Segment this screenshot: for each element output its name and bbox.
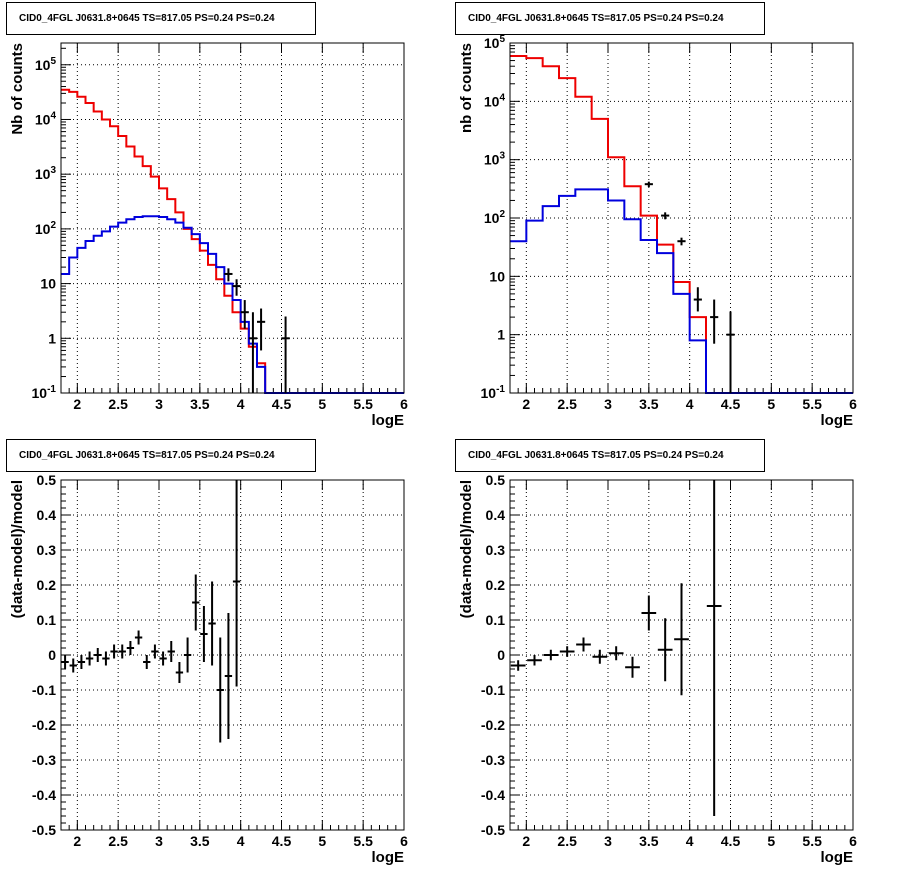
x-tick-label: 4 xyxy=(237,396,245,412)
x-tick-label: 2 xyxy=(522,833,530,849)
y-tick-label: 0.5 xyxy=(37,472,57,488)
x-tick-label: 2.5 xyxy=(108,833,128,849)
y-tick-label: -0.2 xyxy=(481,717,505,733)
plot-frame xyxy=(60,42,405,394)
pad-bottom-left: -0.5 -0.4 -0.3 -0.2 -0.1 0 0.1 0.2 0.3 0.4 0.5 2 2.5… xyxy=(0,437,449,875)
y-tick-label: 0.2 xyxy=(37,577,57,593)
x-tick-label: 4.5 xyxy=(721,833,741,849)
x-tick-label: 3.5 xyxy=(639,396,659,412)
x-tick-label: 3 xyxy=(604,833,612,849)
plot-frame xyxy=(509,42,854,394)
y-tick-label: 10-1 xyxy=(32,384,57,401)
pad-top-left: 10-1 1 10 102 103 104 105 2 2.5 3 3.5 4 4.5 5 5.5 6 logE… xyxy=(0,0,449,437)
y-tick-label: 103 xyxy=(484,151,506,168)
y-tick-label: 0.1 xyxy=(37,612,57,628)
x-tick-label: 2.5 xyxy=(557,833,577,849)
y-tick-label: 0 xyxy=(497,647,505,663)
y-tick-label: -0.4 xyxy=(481,787,505,803)
series-line-model-total xyxy=(61,88,404,394)
x-tick-label: 5 xyxy=(318,396,326,412)
x-tick-label: 3.5 xyxy=(639,833,659,849)
x-tick-label: 5 xyxy=(318,833,326,849)
x-axis-label: logE xyxy=(372,849,405,866)
plot-frame xyxy=(509,479,854,831)
y-axis-label: nb of counts xyxy=(458,43,475,133)
y-tick-label: 0.4 xyxy=(37,507,57,523)
x-tick-label: 5.5 xyxy=(802,396,822,412)
y-tick-label: -0.4 xyxy=(32,787,56,803)
y-tick-label: 102 xyxy=(484,209,506,226)
x-tick-label: 3.5 xyxy=(190,396,210,412)
y-axis-label: (data-model)/model xyxy=(9,480,26,618)
pad-top-right: 10-1 1 10 102 103 104 105 2 2.5 3 3.5 4 4.5 5 5.5 6 logE… xyxy=(449,0,898,437)
x-axis-label: logE xyxy=(821,849,854,866)
y-tick-label: -0.5 xyxy=(32,822,56,838)
pad-bottom-right: -0.5 -0.4 -0.3 -0.2 -0.1 0 0.1 0.2 0.3 0.4 0.5 2 2.5… xyxy=(449,437,898,875)
y-tick-label: 102 xyxy=(35,220,57,237)
y-tick-label: 0.4 xyxy=(486,507,506,523)
chart-title: CID0_4FGL J0631.8+0645 TS=817.05 PS=0.24… xyxy=(6,439,316,472)
x-tick-label: 6 xyxy=(849,833,857,849)
x-tick-label: 2 xyxy=(73,396,81,412)
y-tick-label: 105 xyxy=(484,34,506,51)
plot-frame xyxy=(60,479,405,831)
x-tick-label: 3 xyxy=(155,396,163,412)
x-tick-label: 5.5 xyxy=(353,833,373,849)
y-tick-label: 105 xyxy=(35,56,57,73)
x-tick-label: 4 xyxy=(686,396,694,412)
y-axis-label: Nb of counts xyxy=(9,43,26,135)
x-tick-label: 5.5 xyxy=(353,396,373,412)
y-tick-label: 0.2 xyxy=(486,577,506,593)
y-tick-label: 0.3 xyxy=(486,542,506,558)
chart-residuals-fine: -0.5 -0.4 -0.3 -0.2 -0.1 0 0.1 0.2 0.3 0.4 0.5 2 2.5… xyxy=(9,472,408,866)
chart-counts-fine: 10-1 1 10 102 103 104 105 2 2.5 3 3.5 4 4.5 5 5.5 6logE… xyxy=(9,42,408,429)
series-line-model-total xyxy=(510,54,853,394)
x-tick-label: 6 xyxy=(849,396,857,412)
x-tick-label: 4.5 xyxy=(272,833,292,849)
y-tick-label: 1 xyxy=(48,330,56,346)
x-tick-label: 5 xyxy=(767,833,775,849)
x-tick-label: 6 xyxy=(400,833,408,849)
y-tick-label: -0.3 xyxy=(32,752,56,768)
x-tick-label: 4 xyxy=(686,833,694,849)
y-tick-label: 0 xyxy=(48,647,56,663)
x-axis-label: logE xyxy=(821,412,854,429)
y-tick-label: 10-1 xyxy=(481,384,506,401)
y-tick-label: -0.3 xyxy=(481,752,505,768)
x-tick-label: 4 xyxy=(237,833,245,849)
x-tick-label: 2 xyxy=(522,396,530,412)
y-tick-label: 103 xyxy=(35,165,57,182)
x-tick-label: 4.5 xyxy=(272,396,292,412)
chart-counts-coarse: 10-1 1 10 102 103 104 105 2 2.5 3 3.5 4 4.5 5 5.5 6logE… xyxy=(458,34,857,429)
chart-title: CID0_4FGL J0631.8+0645 TS=817.05 PS=0.24… xyxy=(455,439,765,472)
y-tick-label: -0.5 xyxy=(481,822,505,838)
chart-title: CID0_4FGL J0631.8+0645 TS=817.05 PS=0.24… xyxy=(6,2,316,35)
y-tick-label: 0.5 xyxy=(486,472,506,488)
y-tick-label: -0.2 xyxy=(32,717,56,733)
y-tick-label: -0.1 xyxy=(481,682,505,698)
x-tick-label: 3 xyxy=(155,833,163,849)
y-tick-label: 0.3 xyxy=(37,542,57,558)
y-tick-label: 104 xyxy=(484,92,506,109)
y-tick-label: 1 xyxy=(497,327,505,343)
x-tick-label: 6 xyxy=(400,396,408,412)
x-tick-label: 3.5 xyxy=(190,833,210,849)
y-tick-label: 0.1 xyxy=(486,612,506,628)
x-tick-label: 5.5 xyxy=(802,833,822,849)
x-tick-label: 2.5 xyxy=(108,396,128,412)
y-axis-label: (data-model)/model xyxy=(458,480,475,618)
x-tick-label: 5 xyxy=(767,396,775,412)
x-axis-label: logE xyxy=(372,412,405,429)
x-tick-label: 4.5 xyxy=(721,396,741,412)
x-tick-label: 2.5 xyxy=(557,396,577,412)
y-tick-label: 10 xyxy=(40,276,56,292)
y-tick-label: -0.1 xyxy=(32,682,56,698)
chart-residuals-coarse: -0.5 -0.4 -0.3 -0.2 -0.1 0 0.1 0.2 0.3 0.4 0.5 2 2.5… xyxy=(458,472,857,866)
y-tick-label: 10 xyxy=(489,268,505,284)
y-tick-label: 104 xyxy=(35,110,57,127)
x-tick-label: 2 xyxy=(73,833,81,849)
series-line-model-source xyxy=(510,188,853,394)
x-tick-label: 3 xyxy=(604,396,612,412)
chart-title: CID0_4FGL J0631.8+0645 TS=817.05 PS=0.24… xyxy=(455,2,765,35)
